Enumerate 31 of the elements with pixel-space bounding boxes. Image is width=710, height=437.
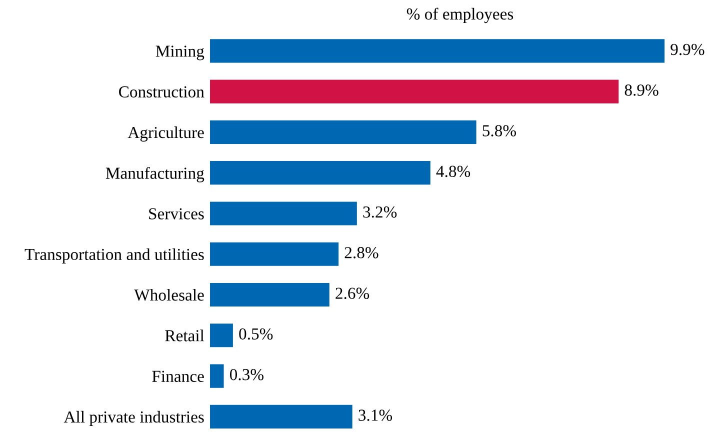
y-tick-label: Agriculture (128, 126, 204, 142)
data-label: 0.3% (230, 368, 264, 380)
chart-title: % of employees (406, 8, 514, 24)
bar (210, 161, 430, 185)
y-tick-label: All private industries (64, 410, 204, 426)
bar (210, 404, 352, 428)
y-tick-label: Retail (165, 330, 204, 342)
data-label: 0.5% (239, 328, 273, 340)
y-tick-label: Services (149, 208, 204, 220)
y-tick-label: Transportation and utilities (24, 248, 204, 264)
bar (210, 39, 665, 63)
data-label: 8.9% (624, 84, 658, 96)
bar (210, 120, 476, 144)
bar (210, 202, 357, 226)
y-tick-label: Manufacturing (106, 166, 204, 182)
data-label: 2.8% (344, 247, 378, 258)
bar (210, 242, 339, 266)
bar (210, 324, 233, 348)
y-tick-label: Finance (152, 370, 204, 382)
bar (210, 364, 224, 388)
data-label: 4.8% (436, 166, 470, 178)
y-tick-label: Wholesale (134, 288, 204, 301)
bar (210, 282, 330, 307)
y-tick-label: Construction (119, 86, 204, 98)
data-label: 5.8% (482, 125, 516, 136)
data-label: 9.9% (670, 44, 704, 56)
data-label: 3.1% (358, 410, 392, 421)
data-label: 2.6% (336, 288, 370, 299)
data-label: 3.2% (363, 206, 397, 218)
bar (210, 80, 619, 104)
y-tick-label: Mining (156, 46, 204, 60)
